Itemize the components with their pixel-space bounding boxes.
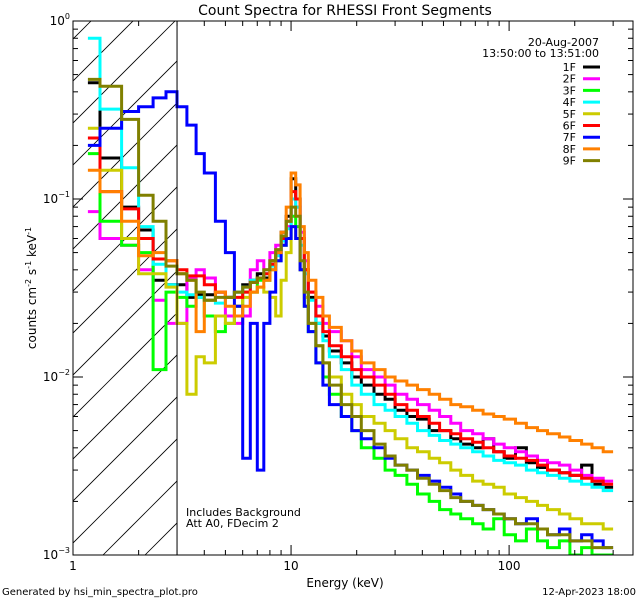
hatch-line [73, 21, 134, 82]
chart-title: Count Spectra for RHESSI Front Segments [198, 3, 492, 19]
legend-label-3F: 3F [563, 84, 576, 97]
date-label: 20-Aug-2007 [528, 36, 599, 49]
hatch-line [73, 144, 177, 250]
hatch-line [73, 438, 177, 544]
series-9F [87, 77, 614, 550]
hatch-line [73, 186, 177, 292]
x-tick-label: 10 [283, 559, 298, 573]
hatch-line [271, 0, 640, 555]
legend-label-9F: 9F [563, 155, 576, 168]
hatch-line [73, 312, 177, 418]
hatch-line [73, 102, 177, 208]
axis-ticks: 1 10 100 100 10−1 10−2 10−3 [43, 12, 633, 573]
legend-label-7F: 7F [563, 131, 576, 144]
legend-label-1F: 1F [563, 61, 576, 74]
y-tick-label: 10−2 [43, 368, 70, 384]
series-group [87, 36, 614, 555]
series-8F [87, 168, 614, 454]
hatch-line [73, 21, 176, 124]
footer-generated-by: Generated by hsi_min_spectra_plot.pro [2, 587, 198, 598]
y-tick-label: 100 [50, 12, 70, 28]
hatch-line [73, 228, 177, 334]
legend-label-5F: 5F [563, 108, 576, 121]
excluded-region-hatch [73, 0, 640, 555]
hatch-line [73, 60, 177, 166]
footer-timestamp: 12-Apr-2023 18:00 [542, 587, 636, 598]
y-tick-label: 10−1 [43, 190, 70, 206]
hatch-line [73, 270, 177, 376]
x-tick-label: 1 [69, 559, 77, 573]
legend-label-8F: 8F [563, 143, 576, 156]
legend-label-6F: 6F [563, 120, 576, 133]
y-axis-label: counts cm-2 s-1 keV-1 [24, 227, 39, 349]
hatch-line [73, 396, 177, 502]
annotation-attenuator: Att A0, FDecim 2 [186, 517, 279, 530]
legend-label-2F: 2F [563, 73, 576, 86]
y-tick-label: 10−3 [43, 546, 70, 562]
legend-label-4F: 4F [563, 96, 576, 109]
annotation-background: Includes Background [186, 506, 301, 519]
series-6F [87, 136, 614, 486]
hatch-line [229, 0, 640, 555]
time-range-label: 13:50:00 to 13:51:00 [482, 47, 599, 60]
x-axis-label: Energy (keV) [306, 576, 383, 590]
plot-frame [72, 20, 634, 556]
x-tick-label: 100 [498, 559, 521, 573]
